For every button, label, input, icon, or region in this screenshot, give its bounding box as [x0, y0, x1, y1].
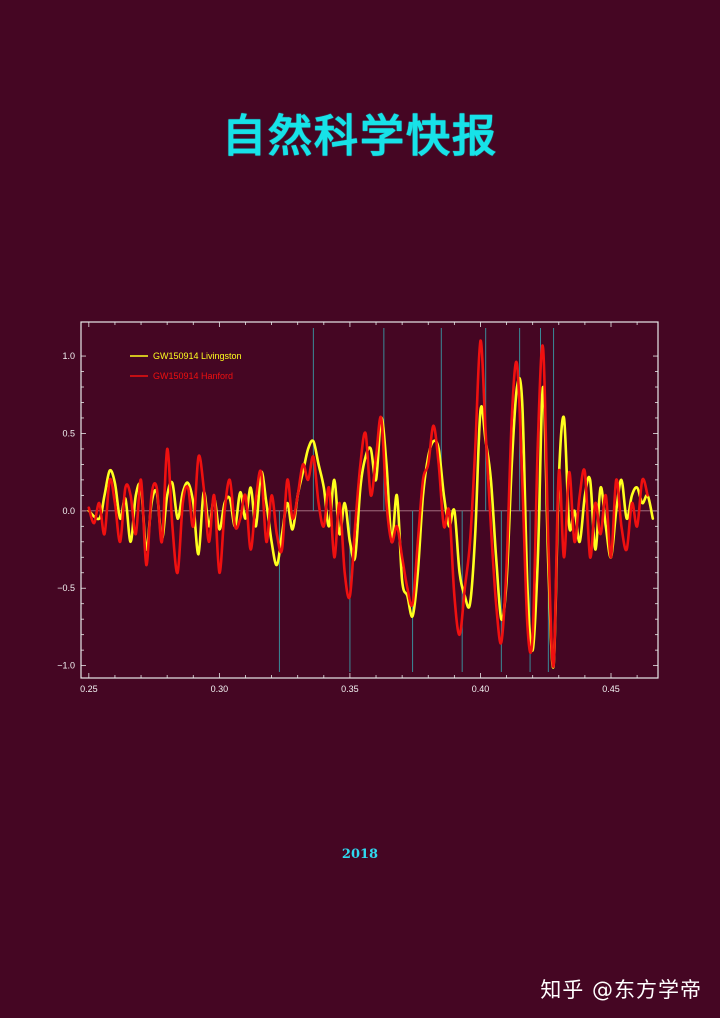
page-title: 自然科学快报: [222, 111, 498, 162]
legend-label: GW150914 Livingston: [153, 351, 242, 361]
y-tick-label: −1.0: [57, 661, 75, 671]
year-label: 2018: [341, 847, 379, 862]
x-tick-label: 0.35: [341, 684, 359, 694]
legend-label: GW150914 Hanford: [153, 371, 233, 381]
x-tick-label: 0.40: [472, 684, 490, 694]
watermark: 知乎 @东方学帝: [540, 978, 702, 1002]
plot-frame: [80, 321, 659, 679]
y-tick-label: −0.5: [57, 583, 75, 593]
x-tick-label: 0.30: [211, 684, 229, 694]
x-tick-label: 0.25: [80, 684, 98, 694]
y-tick-label: 0.5: [62, 428, 75, 438]
y-tick-label: 0.0: [62, 506, 75, 516]
y-tick-label: 1.0: [62, 351, 75, 361]
series-line-hanford: [87, 339, 649, 668]
x-tick-label: 0.45: [602, 684, 620, 694]
